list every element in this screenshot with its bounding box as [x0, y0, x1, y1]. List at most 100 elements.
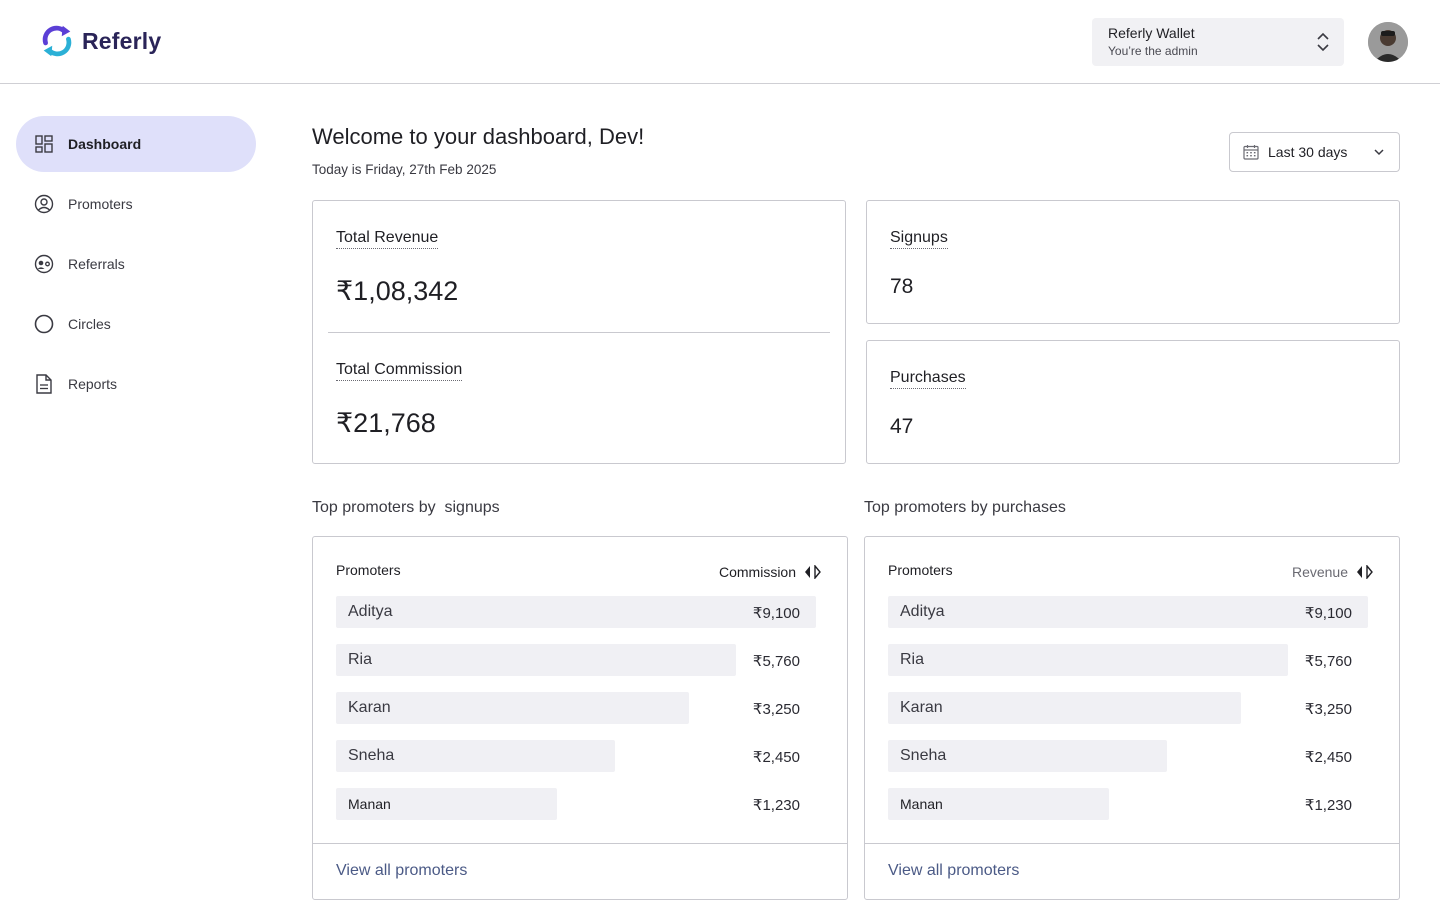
- signups-section-title: Top promoters by signups: [312, 499, 500, 516]
- document-icon: [34, 374, 54, 394]
- today-date: Today is Friday, 27th Feb 2025: [312, 162, 497, 177]
- purchases-label: Purchases: [890, 369, 966, 389]
- view-all-promoters-link[interactable]: View all promoters: [336, 862, 468, 879]
- table-row[interactable]: Aditya ₹9,100: [888, 596, 1368, 628]
- revenue-commission-card: Total Revenue ₹1,08,342 Total Commission…: [312, 200, 846, 464]
- table-row[interactable]: Sneha ₹2,450: [888, 740, 1368, 772]
- value-bar: [888, 644, 1288, 676]
- promoter-name: Karan: [900, 699, 943, 716]
- purchases-section-title: Top promoters by purchases: [864, 499, 1066, 516]
- promoter-value: ₹3,250: [752, 701, 800, 718]
- promoter-name: Aditya: [900, 603, 945, 620]
- purchases-card: Purchases 47: [866, 340, 1400, 464]
- top-bar: Referly Referly Wallet You’re the admin: [0, 0, 1440, 84]
- value-bar: [336, 692, 689, 724]
- value-bar: [888, 740, 1167, 772]
- promoter-value: ₹5,760: [752, 653, 800, 670]
- signups-label: Signups: [890, 229, 948, 249]
- signups-card: Signups 78: [866, 200, 1400, 324]
- total-revenue-label: Total Revenue: [336, 229, 439, 249]
- promoter-name: Manan: [900, 796, 943, 812]
- view-all-promoters-link[interactable]: View all promoters: [888, 862, 1020, 879]
- promoter-value: ₹2,450: [752, 749, 800, 766]
- promoter-name: Sneha: [348, 747, 395, 764]
- date-range-select[interactable]: Last 30 days: [1229, 132, 1400, 172]
- sidebar-item-label: Reports: [68, 376, 118, 392]
- sidebar-item-label: Referrals: [68, 256, 125, 272]
- logo[interactable]: Referly: [38, 22, 161, 60]
- chevron-up-down-icon: [1317, 32, 1329, 52]
- promoter-name: Aditya: [348, 603, 393, 620]
- sidebar: Dashboard Promoters Referrals Circles Re…: [16, 116, 256, 416]
- column-header-promoters: Promoters: [336, 562, 401, 578]
- table-row[interactable]: Sneha ₹2,450: [336, 740, 816, 772]
- value-bar: [888, 692, 1241, 724]
- signups-leaderboard: Promoters Commission Aditya ₹9,100 Ria ₹…: [312, 536, 848, 900]
- table-row[interactable]: Manan ₹1,230: [888, 788, 1368, 820]
- sidebar-item-referrals[interactable]: Referrals: [16, 236, 256, 292]
- promoter-name: Sneha: [900, 747, 947, 764]
- wallet-switcher[interactable]: Referly Wallet You’re the admin: [1092, 18, 1344, 66]
- promoter-name: Manan: [348, 796, 391, 812]
- table-row[interactable]: Ria ₹5,760: [336, 644, 816, 676]
- table-row[interactable]: Karan ₹3,250: [336, 692, 816, 724]
- value-bar: [336, 644, 736, 676]
- value-bar: [336, 788, 557, 820]
- column-header-label: Revenue: [1291, 564, 1348, 580]
- date-range-label: Last 30 days: [1268, 144, 1348, 160]
- promoter-name: Karan: [348, 699, 391, 716]
- table-row[interactable]: Ria ₹5,760: [888, 644, 1368, 676]
- sidebar-item-label: Promoters: [68, 196, 133, 212]
- sort-toggle-icon: [1357, 565, 1373, 579]
- sidebar-item-dashboard[interactable]: Dashboard: [16, 116, 256, 172]
- avatar[interactable]: [1368, 22, 1408, 62]
- user-photo-icon: [1368, 22, 1408, 62]
- promoter-value: ₹9,100: [752, 605, 800, 622]
- sidebar-item-circles[interactable]: Circles: [16, 296, 256, 352]
- value-bar: [336, 596, 816, 628]
- card-divider: [328, 332, 830, 333]
- referrals-icon: [34, 254, 54, 274]
- dashboard-icon: [34, 134, 54, 154]
- sidebar-item-promoters[interactable]: Promoters: [16, 176, 256, 232]
- page-title: Welcome to your dashboard, Dev!: [312, 124, 645, 149]
- total-commission-value: ₹21,768: [336, 408, 436, 438]
- wallet-title: Referly Wallet: [1108, 25, 1195, 41]
- column-header-label: Commission: [718, 564, 796, 580]
- total-revenue-value: ₹1,08,342: [336, 276, 459, 306]
- value-bar: [888, 788, 1109, 820]
- table-row[interactable]: Aditya ₹9,100: [336, 596, 816, 628]
- column-header-commission[interactable]: Commission: [719, 564, 821, 580]
- value-bar: [888, 596, 1368, 628]
- promoter-value: ₹2,450: [1304, 749, 1352, 766]
- promoter-value: ₹3,250: [1304, 701, 1352, 718]
- sidebar-item-label: Circles: [68, 316, 111, 332]
- promoter-value: ₹1,230: [1304, 797, 1352, 814]
- column-header-revenue[interactable]: Revenue: [1292, 564, 1373, 580]
- purchases-leaderboard: Promoters Revenue Aditya ₹9,100 Ria ₹5,7…: [864, 536, 1400, 900]
- total-commission-label: Total Commission: [336, 361, 463, 381]
- value-bar: [336, 740, 615, 772]
- sidebar-item-label: Dashboard: [68, 136, 142, 152]
- column-header-promoters: Promoters: [888, 562, 953, 578]
- sidebar-item-reports[interactable]: Reports: [16, 356, 256, 412]
- table-row[interactable]: Karan ₹3,250: [888, 692, 1368, 724]
- calendar-icon: [1243, 145, 1259, 160]
- promoter-value: ₹5,760: [1304, 653, 1352, 670]
- promoter-value: ₹1,230: [752, 797, 800, 814]
- table-footer: View all promoters: [313, 843, 847, 899]
- brand-name: Referly: [82, 27, 162, 54]
- promoter-value: ₹9,100: [1304, 605, 1352, 622]
- logo-icon: [42, 25, 72, 57]
- table-footer: View all promoters: [865, 843, 1399, 899]
- circle-icon: [34, 314, 54, 334]
- user-circle-icon: [34, 194, 54, 214]
- purchases-value: 47: [890, 415, 914, 438]
- wallet-role: You’re the admin: [1108, 44, 1198, 58]
- chevron-down-icon: [1374, 149, 1384, 156]
- table-row[interactable]: Manan ₹1,230: [336, 788, 816, 820]
- promoter-name: Ria: [348, 651, 373, 668]
- signups-value: 78: [890, 275, 914, 298]
- sort-toggle-icon: [805, 565, 821, 579]
- promoter-name: Ria: [900, 651, 925, 668]
